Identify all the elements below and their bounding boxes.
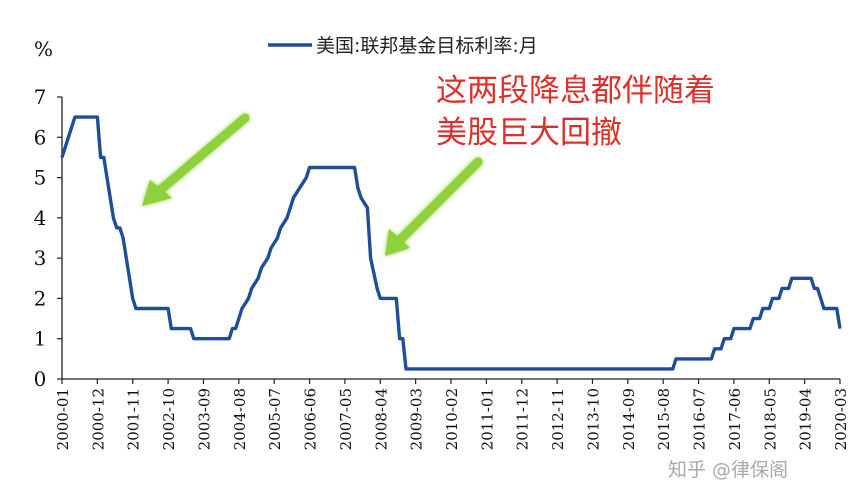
y-tick-label: 3 xyxy=(34,246,47,270)
y-tick-label: 7 xyxy=(34,85,47,109)
annotation-line-1: 这两段降息都伴随着 xyxy=(436,73,715,109)
x-tick-label: 2014-09 xyxy=(620,388,638,450)
y-tick-label: 2 xyxy=(34,286,47,310)
series-line-fed-funds-target xyxy=(60,115,842,371)
x-tick-label: 2003-09 xyxy=(195,388,213,450)
x-tick-label: 2008-04 xyxy=(372,388,390,450)
x-tick-label: 2011-12 xyxy=(514,388,532,450)
x-tick-label: 2000-01 xyxy=(54,388,72,450)
x-tick-label: 2020-03 xyxy=(832,388,850,450)
arrow-icon xyxy=(142,113,250,206)
x-tick-label: 2009-03 xyxy=(408,388,426,450)
x-tick-label: 2011-01 xyxy=(478,388,496,450)
x-tick-label: 2015-08 xyxy=(655,388,673,450)
x-tick-label: 2005-07 xyxy=(266,388,284,450)
x-tick-label: 2002-10 xyxy=(160,388,178,450)
series-points xyxy=(60,116,841,371)
x-tick-label: 2016-07 xyxy=(691,388,709,450)
y-tick-label: 0 xyxy=(34,367,47,391)
x-tick-label: 2006-06 xyxy=(302,388,320,450)
x-tick-label: 2010-02 xyxy=(443,388,461,450)
y-axis-unit-label: % xyxy=(34,37,53,61)
x-tick-label: 2017-06 xyxy=(726,388,744,450)
x-tick-label: 2018-05 xyxy=(761,388,779,450)
y-axis-ticks: 0 1 2 3 4 5 6 7 xyxy=(34,85,62,391)
y-tick-label: 4 xyxy=(34,206,47,230)
legend-series-label: 美国:联邦基金目标利率:月 xyxy=(316,35,538,57)
x-axis-ticks: 2000-01 2000-12 2001-11 2002-10 2003-09 2004-… xyxy=(54,379,850,450)
x-tick-label: 2007-05 xyxy=(337,388,355,450)
x-tick-label: 2004-08 xyxy=(231,388,249,450)
y-tick-label: 1 xyxy=(34,327,47,351)
x-tick-label: 2001-11 xyxy=(125,388,143,450)
y-tick-label: 5 xyxy=(34,166,47,190)
x-tick-label: 2000-12 xyxy=(89,388,107,450)
y-tick-label: 6 xyxy=(34,125,47,149)
x-tick-label: 2013-10 xyxy=(584,388,602,450)
x-tick-label: 2012-11 xyxy=(549,388,567,450)
legend: 美国:联邦基金目标利率:月 xyxy=(268,35,538,57)
watermark: 知乎 @律保阁 xyxy=(668,459,788,481)
annotation-line-2: 美股巨大回撤 xyxy=(436,115,622,151)
arrow-icon xyxy=(385,157,483,256)
x-tick-label: 2019-04 xyxy=(797,388,815,450)
